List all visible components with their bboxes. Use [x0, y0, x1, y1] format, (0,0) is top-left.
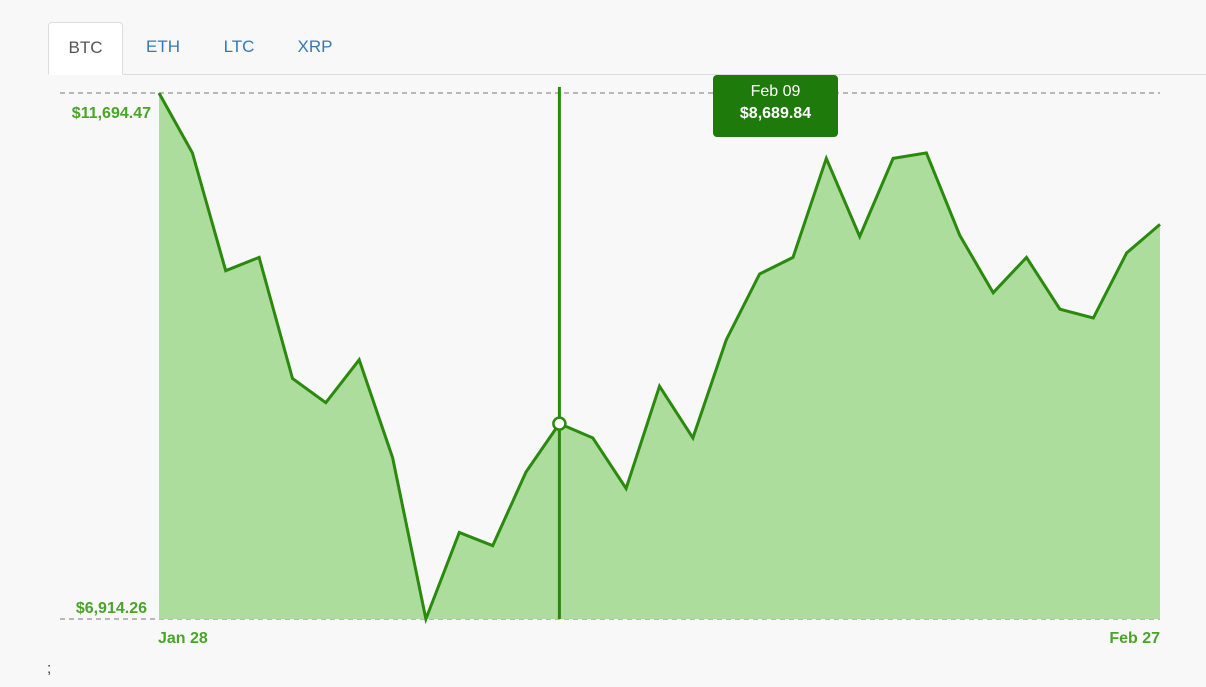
hover-point-marker	[552, 416, 567, 431]
tab-xrp[interactable]: XRP	[297, 37, 333, 56]
currency-tabs: BTC ETH LTC XRP	[0, 0, 1206, 75]
tabs-divider	[48, 74, 1206, 75]
tab-btc[interactable]: BTC	[48, 22, 123, 75]
tooltip-value: $8,689.84	[739, 105, 812, 122]
price-area-fill	[159, 93, 1160, 619]
tab-ltc[interactable]: LTC	[223, 37, 255, 56]
tooltip-date: Feb 09	[750, 83, 801, 100]
tab-eth[interactable]: ETH	[146, 37, 180, 56]
price-chart[interactable]: $11,694.47 $6,914.26 Jan 28 Feb 27	[0, 0, 1206, 660]
y-min-label: $6,914.26	[76, 600, 147, 617]
x-end-label: Feb 27	[1109, 630, 1160, 647]
hover-tooltip: Feb 09 $8,689.84	[713, 75, 838, 137]
price-line	[157, 92, 1161, 625]
y-max-label: $11,694.47	[72, 105, 151, 122]
footer-text: ;	[47, 660, 52, 677]
x-start-label: Jan 28	[158, 630, 208, 647]
